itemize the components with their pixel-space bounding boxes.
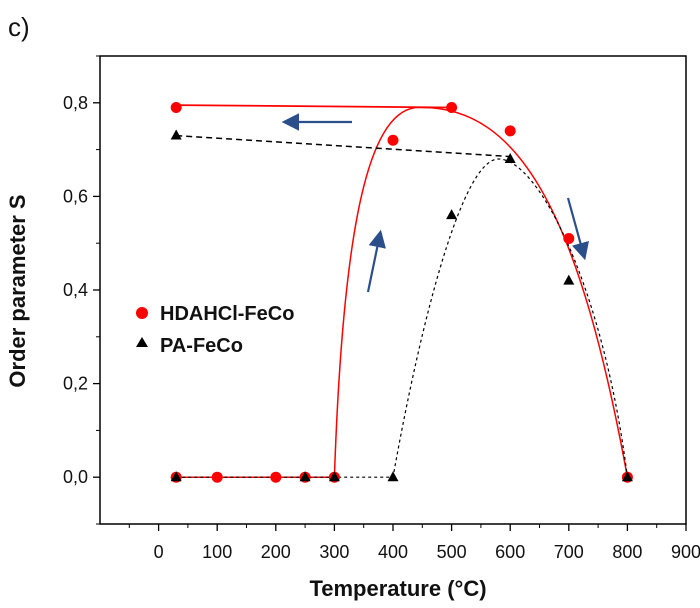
arrow-heating	[366, 229, 386, 293]
plot-border	[99, 55, 687, 525]
x-axis-title: Temperature (°C)	[309, 576, 486, 601]
point-hdahcl-feco	[211, 471, 223, 483]
y-tick-label: 0,4	[63, 280, 88, 300]
x-tick-label: 600	[495, 542, 525, 562]
panel-label: c)	[8, 12, 30, 42]
x-tick-label: 500	[437, 542, 467, 562]
x-tick-label: 700	[554, 542, 584, 562]
x-tick-label: 800	[612, 542, 642, 562]
x-axis-ticks: 0 100 200 300 400 500 600 700 800 900	[128, 524, 700, 562]
point-pa-feco	[328, 471, 340, 482]
point-hdahcl-feco	[270, 471, 282, 483]
point-pa-feco	[621, 471, 633, 482]
point-pa-feco	[170, 471, 182, 482]
point-pa-feco	[387, 471, 399, 482]
legend-item-hdahcl-feco: HDAHCl-FeCo	[136, 303, 294, 325]
fit-curves	[176, 104, 629, 478]
direction-arrows	[281, 113, 589, 293]
legend-label-hdahcl-feco: HDAHCl-FeCo	[160, 303, 294, 325]
point-hdahcl-feco	[504, 125, 516, 137]
x-tick-label: 0	[154, 542, 164, 562]
x-tick-label: 100	[202, 542, 232, 562]
legend-item-pa-feco: PA-FeCo	[136, 335, 243, 357]
y-tick-label: 0,8	[63, 93, 88, 113]
plot-frame	[99, 55, 687, 525]
y-tick-label: 0,2	[63, 374, 88, 394]
y-tick-label: 0,0	[63, 467, 88, 487]
legend-label-pa-feco: PA-FeCo	[160, 335, 243, 357]
legend-marker-pa-feco	[136, 337, 148, 347]
y-axis-ticks: 0,0 0,2 0,4 0,6 0,8	[63, 55, 100, 525]
y-axis-title: Order parameter S	[5, 194, 30, 387]
point-pa-feco	[299, 471, 311, 482]
x-tick-label: 900	[671, 542, 700, 562]
curve-hdahcl-feco	[176, 106, 629, 478]
point-hdahcl-feco	[170, 101, 182, 113]
point-hdahcl-feco	[387, 134, 399, 146]
legend-marker-hdahcl-feco	[136, 307, 148, 319]
point-pa-feco	[563, 274, 575, 285]
point-hdahcl-feco	[446, 101, 458, 113]
arrow-decreasing	[566, 197, 589, 261]
data-points	[170, 101, 633, 483]
curve-pa-feco-cooling	[176, 134, 511, 158]
point-pa-feco	[504, 152, 516, 163]
y-tick-label: 0,6	[63, 186, 88, 206]
x-tick-label: 400	[378, 542, 408, 562]
x-tick-label: 200	[261, 542, 291, 562]
legend: HDAHCl-FeCo PA-FeCo	[136, 303, 294, 357]
point-pa-feco	[446, 209, 458, 220]
point-hdahcl-feco	[563, 233, 575, 245]
point-pa-feco	[170, 129, 182, 140]
x-tick-label: 300	[319, 542, 349, 562]
curve-pa-feco	[176, 158, 628, 478]
curve-hdahcl-feco-cooling	[176, 104, 452, 109]
